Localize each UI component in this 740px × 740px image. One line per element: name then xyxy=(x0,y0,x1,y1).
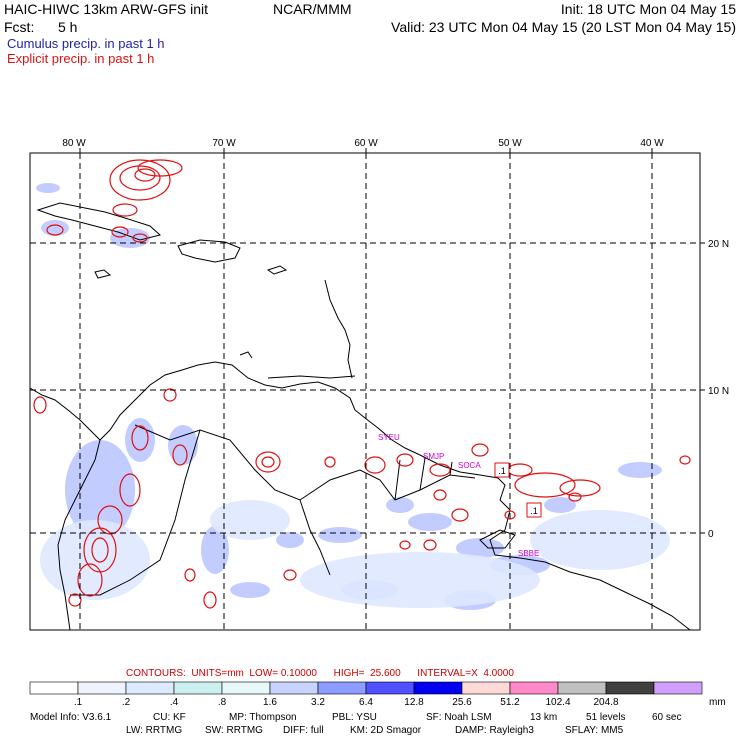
colorbar-swatch xyxy=(269,681,319,695)
colorbar-swatch xyxy=(557,681,607,695)
colorbar-swatch xyxy=(461,681,511,695)
model-info-damp: DAMP: Rayleigh3 xyxy=(455,725,534,736)
station-label: SYEU xyxy=(378,433,400,442)
colorbar-swatch xyxy=(125,681,175,695)
marker-value: .1 xyxy=(530,506,538,516)
cumulus-precip-areas xyxy=(36,183,662,610)
value-markers: .1 .1 xyxy=(494,462,542,518)
model-info-km: KM: 2D Smagor xyxy=(350,725,422,736)
colorbar-tick-label: 102.4 xyxy=(545,697,571,708)
model-info-mp: MP: Thompson xyxy=(229,712,297,723)
lon-label: 50 W xyxy=(498,138,522,149)
colorbar-swatch xyxy=(605,681,655,695)
colorbar-swatch xyxy=(173,681,223,695)
colorbar-tick-label: 3.2 xyxy=(311,697,325,708)
model-info-pbl: PBL: YSU xyxy=(332,712,377,723)
colorbar-tick-label: 6.4 xyxy=(359,697,373,708)
colorbar-units: mm xyxy=(709,697,726,708)
legend-explicit: Explicit precip. in past 1 h xyxy=(7,51,155,66)
colorbar-swatch xyxy=(77,681,127,695)
colorbar xyxy=(29,681,703,695)
lon-label: 80 W xyxy=(62,138,86,149)
explicit-precip-contours xyxy=(33,159,691,609)
cumulus-precip-light xyxy=(40,500,670,608)
colorbar-swatch xyxy=(221,681,271,695)
model-info-version: Model Info: V3.6.1 xyxy=(30,712,112,723)
source-label: NCAR/MMM xyxy=(273,1,352,17)
map-ticks xyxy=(79,148,705,534)
colorbar-swatch xyxy=(29,681,79,695)
contours-info: CONTOURS: UNITS=mm LOW= 0.10000 HIGH= 25… xyxy=(126,668,514,679)
coastlines xyxy=(29,202,691,631)
colorbar-swatch xyxy=(413,681,463,695)
valid-time: Valid: 23 UTC Mon 04 May 15 (20 LST Mon … xyxy=(391,19,736,35)
model-info-timestep: 60 sec xyxy=(652,712,682,723)
colorbar-swatch xyxy=(365,681,415,695)
legend-cumulus: Cumulus precip. in past 1 h xyxy=(7,36,165,51)
model-info-sflay: SFLAY: MM5 xyxy=(565,725,624,736)
lon-label: 40 W xyxy=(640,138,664,149)
model-info-lw: LW: RRTMG xyxy=(126,725,183,736)
colorbar-tick-label: 204.8 xyxy=(593,697,619,708)
forecast-label: Fcst: xyxy=(4,19,35,35)
model-info-sf: SF: Noah LSM xyxy=(426,712,492,723)
colorbar-swatch xyxy=(653,681,703,695)
model-info-diff: DIFF: full xyxy=(283,725,324,736)
model-info-sw: SW: RRTMG xyxy=(205,725,263,736)
station-label: SOCA xyxy=(458,461,481,470)
model-info-resolution: 13 km xyxy=(530,712,558,723)
colorbar-swatch xyxy=(317,681,367,695)
colorbar-tick-label: .4 xyxy=(169,697,179,708)
colorbar-tick-label: .8 xyxy=(217,697,227,708)
lat-label: 10 N xyxy=(708,386,729,397)
marker-value: .1 xyxy=(498,466,506,476)
lon-label: 60 W xyxy=(354,138,378,149)
model-info-cu: CU: KF xyxy=(153,712,186,723)
colorbar-tick-label: .1 xyxy=(73,697,83,708)
colorbar-tick-label: 1.6 xyxy=(263,697,277,708)
chart-title: HAIC-HIWC 13km ARW-GFS init xyxy=(4,1,209,17)
forecast-hours: 5 h xyxy=(58,19,78,35)
station-label: SMJP xyxy=(423,452,444,461)
station-labels: SYEU SMJP SOCA SBBE xyxy=(378,433,539,558)
lat-label: 20 N xyxy=(708,239,729,250)
model-info-levels: 51 levels xyxy=(586,712,626,723)
colorbar-tick-label: 51.2 xyxy=(500,697,520,708)
colorbar-swatch xyxy=(509,681,559,695)
colorbar-tick-label: 25.6 xyxy=(452,697,472,708)
lon-label: 70 W xyxy=(212,138,236,149)
colorbar-tick-label: .2 xyxy=(121,697,131,708)
lat-lon-grid xyxy=(30,153,700,630)
lat-label: 0 xyxy=(708,529,714,540)
station-label: SBBE xyxy=(518,549,539,558)
colorbar-tick-label: 12.8 xyxy=(404,697,424,708)
init-time: Init: 18 UTC Mon 04 May 15 xyxy=(560,1,736,17)
